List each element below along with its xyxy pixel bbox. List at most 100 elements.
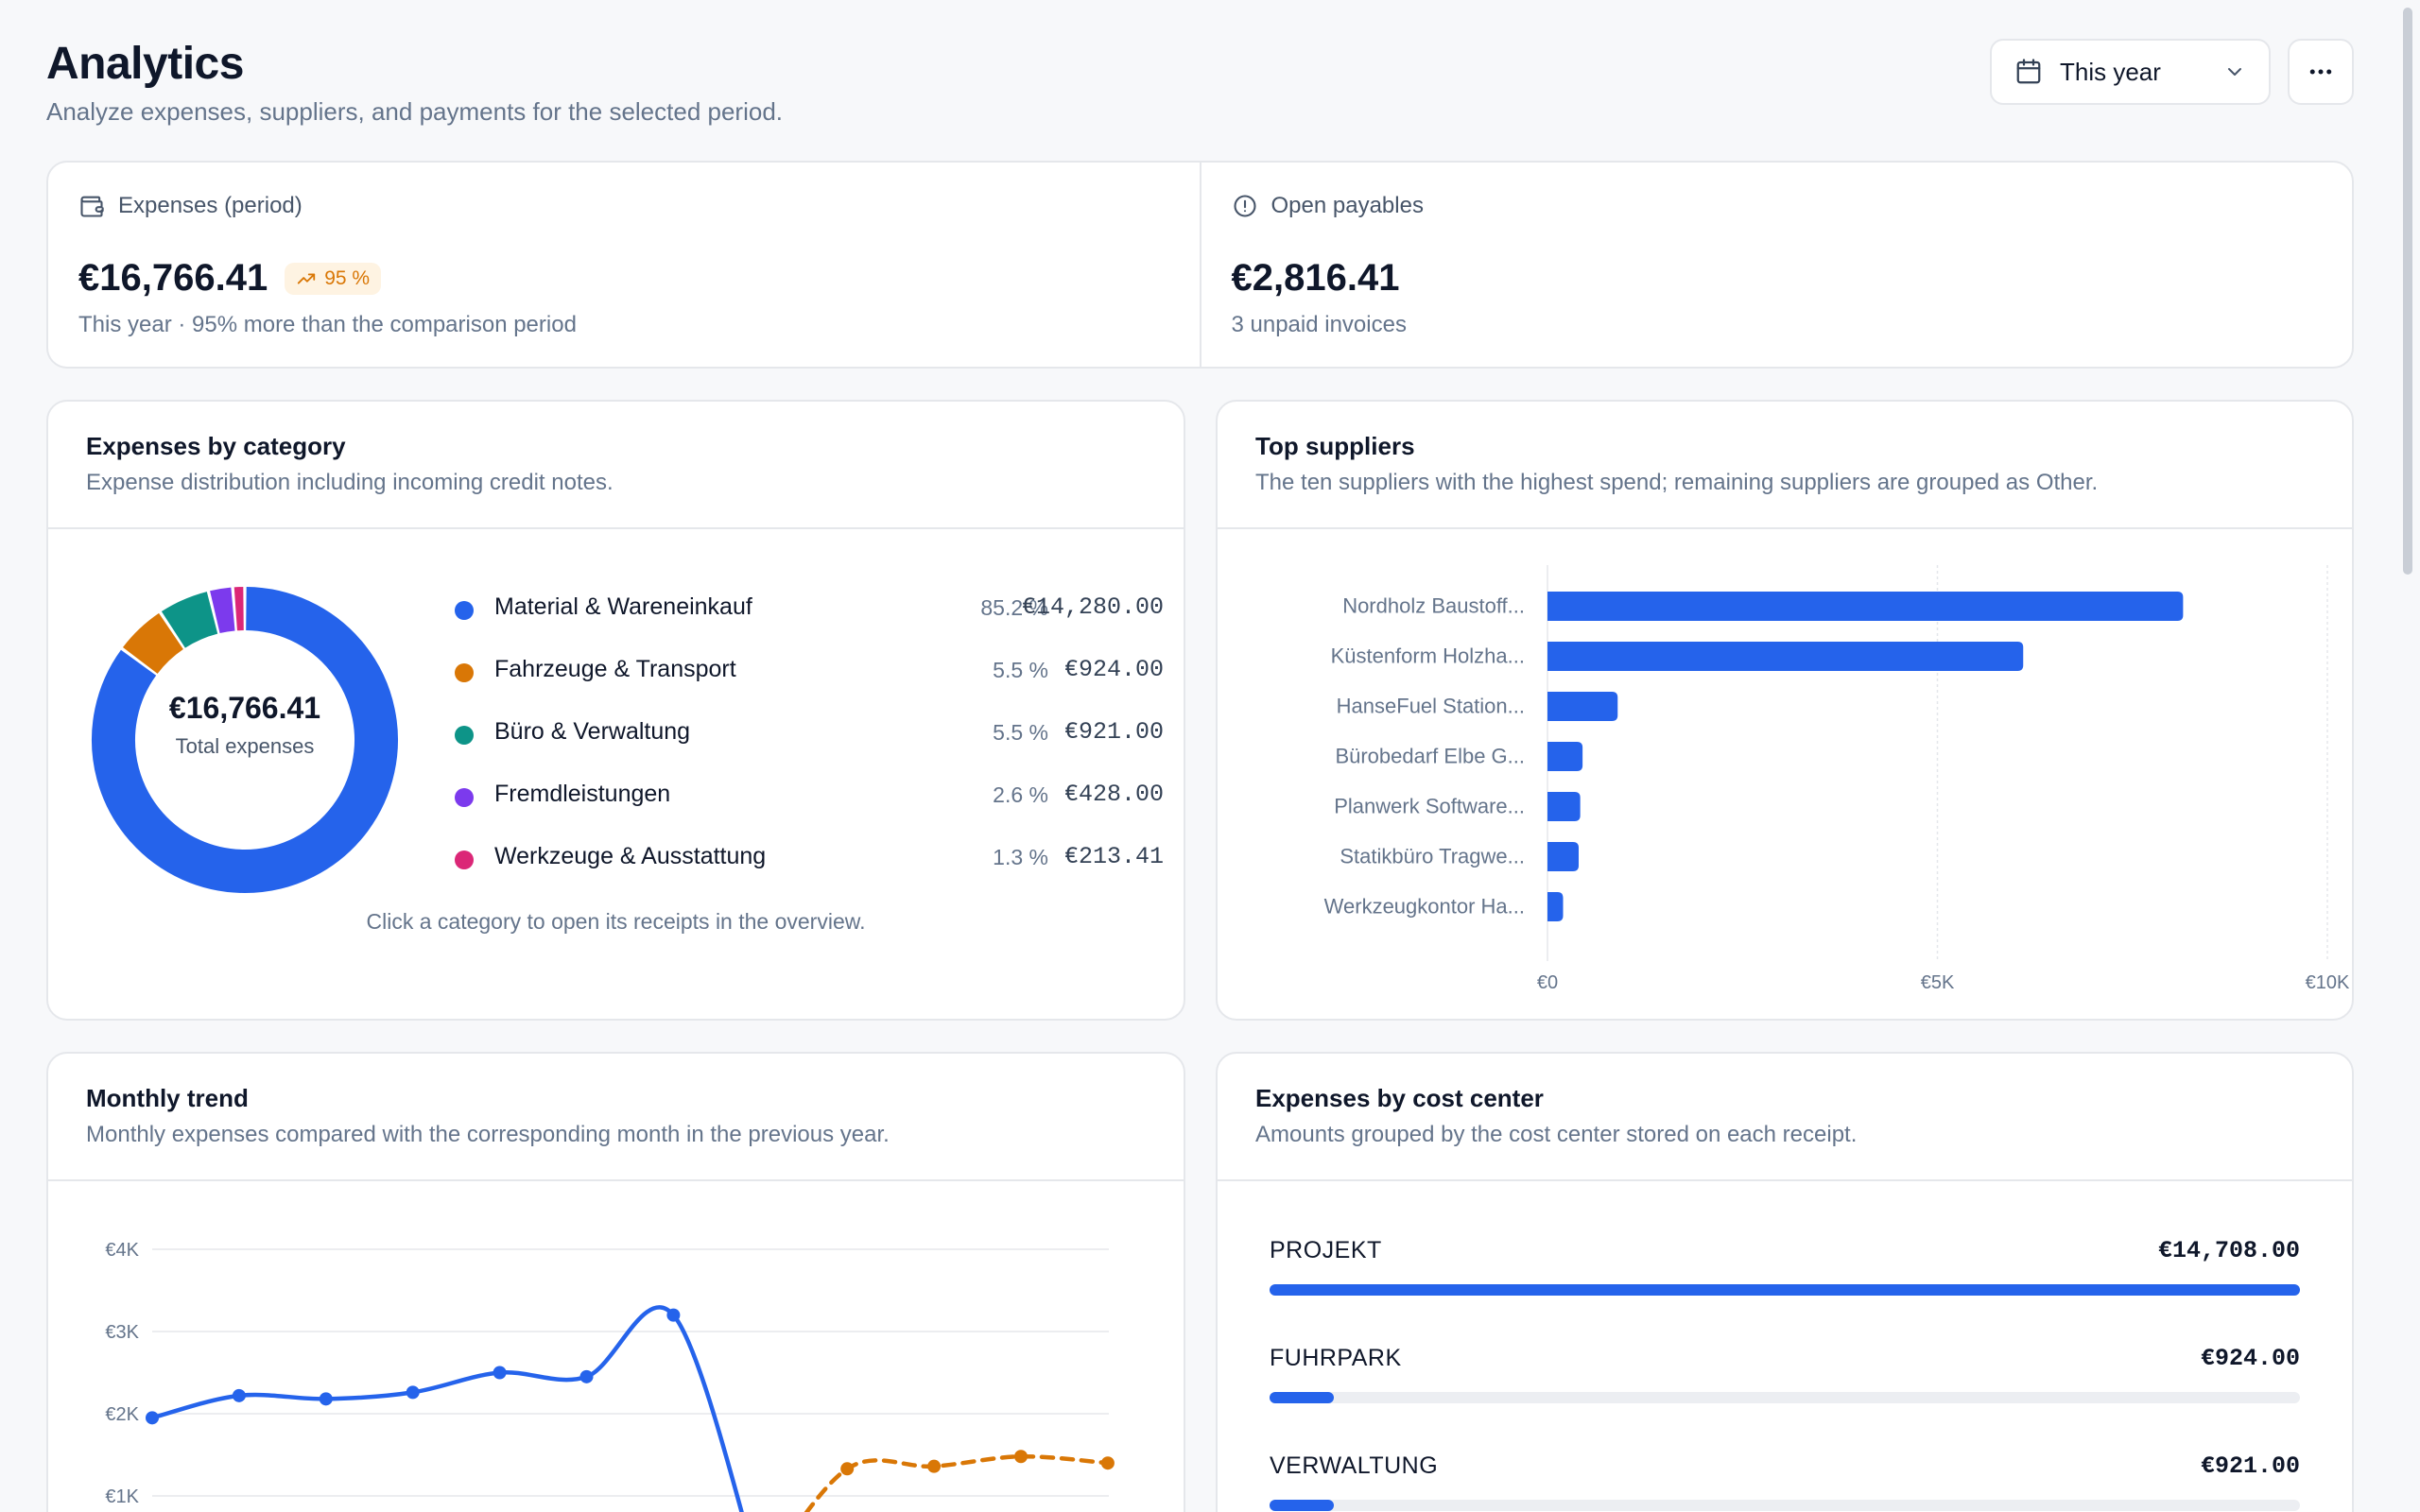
legend-item[interactable]: Fahrzeuge & Transport 5.5 % €924.00 bbox=[455, 648, 1164, 711]
legend-item[interactable]: Büro & Verwaltung 5.5 % €921.00 bbox=[455, 711, 1164, 773]
legend-name: Fremdleistungen bbox=[494, 781, 671, 807]
supplier-bar[interactable] bbox=[1547, 892, 1564, 921]
calendar-icon bbox=[2016, 59, 2041, 84]
cost-center-bar-fill bbox=[1270, 1284, 2300, 1296]
legend-item[interactable]: Material & Wareneinkauf 85.2 % €14,280.00 bbox=[455, 586, 1164, 648]
category-hint: Click a category to open its receipts in… bbox=[366, 909, 866, 934]
legend-color-dot bbox=[455, 663, 474, 682]
trend-badge-value: 95 % bbox=[324, 266, 371, 289]
kpi-payables: Open payables €2,816.41 3 unpaid invoice… bbox=[1199, 163, 2353, 367]
chevron-down-icon bbox=[2228, 68, 2241, 76]
trend-badge: 95 % bbox=[285, 262, 382, 295]
legend-percent: 5.5 % bbox=[993, 658, 1048, 682]
data-point[interactable] bbox=[579, 1369, 594, 1383]
donut-slice[interactable] bbox=[161, 592, 218, 649]
supplier-bar[interactable] bbox=[1547, 692, 1618, 721]
y-category-label: Werkzeugkontor Ha... bbox=[1324, 895, 1525, 919]
donut-center-value: €16,766.41 bbox=[168, 691, 321, 725]
category-donut-chart bbox=[92, 587, 398, 893]
donut-slice[interactable] bbox=[122, 612, 184, 675]
data-point[interactable] bbox=[666, 1308, 681, 1322]
data-point[interactable] bbox=[319, 1392, 333, 1406]
data-point[interactable] bbox=[232, 1388, 246, 1402]
monthly-trend-chart: €1K €2K €3K €4K bbox=[105, 1240, 1115, 1512]
category-card-description: Expense distribution including incoming … bbox=[86, 470, 614, 495]
x-tick-label: €0 bbox=[1537, 972, 1558, 993]
donut-slice[interactable] bbox=[92, 587, 398, 893]
legend-percent: 2.6 % bbox=[993, 782, 1048, 807]
legend-amount: €921.00 bbox=[1063, 718, 1164, 746]
previous-year-line bbox=[804, 1453, 1111, 1512]
data-point[interactable] bbox=[406, 1385, 420, 1400]
cost-center-row-fuhrpark[interactable]: FUHRPARK €924.00 bbox=[1270, 1345, 2300, 1439]
cost-center-amount: €14,708.00 bbox=[2157, 1237, 2300, 1264]
x-tick-label: €5K bbox=[1921, 972, 1955, 993]
trend-card-title: Monthly trend bbox=[86, 1084, 249, 1112]
wallet-icon bbox=[80, 196, 104, 217]
suppliers-card-title: Top suppliers bbox=[1255, 432, 1415, 460]
donut-center-label: Total expenses bbox=[175, 734, 315, 758]
suppliers-bar-chart: €0 €5K €10K Nordholz Baustoff... Küstenform … bbox=[1324, 565, 2350, 993]
page-title: Analytics bbox=[46, 39, 244, 89]
y-tick-label: €1K bbox=[105, 1486, 139, 1507]
supplier-bar[interactable] bbox=[1547, 742, 1583, 771]
cost-center-amount: €921.00 bbox=[2200, 1452, 2300, 1480]
cost-center-bar-track bbox=[1270, 1284, 2300, 1296]
cost-center-card: Expenses by cost center Amounts grouped … bbox=[1216, 1052, 2354, 1512]
legend-name: Material & Wareneinkauf bbox=[494, 593, 752, 620]
cost-center-row-verwaltung[interactable]: VERWALTUNG €921.00 bbox=[1270, 1452, 2300, 1512]
donut-slice[interactable] bbox=[210, 587, 235, 634]
y-category-label: HanseFuel Station... bbox=[1337, 695, 1525, 718]
legend-item[interactable]: Fremdleistungen 2.6 % €428.00 bbox=[455, 773, 1164, 835]
cost-center-name: PROJEKT bbox=[1270, 1237, 1382, 1263]
period-select[interactable]: This year bbox=[1990, 39, 2271, 105]
page-header: Analytics Analyze expenses, suppliers, a… bbox=[46, 0, 2354, 151]
kpi-expenses-note: This year · 95% more than the comparison… bbox=[78, 312, 577, 337]
more-options-button[interactable] bbox=[2288, 39, 2354, 105]
legend-name: Fahrzeuge & Transport bbox=[494, 656, 736, 682]
y-category-label: Statikbüro Tragwe... bbox=[1340, 845, 1525, 868]
analytics-page: Analytics Analyze expenses, suppliers, a… bbox=[46, 0, 2354, 1512]
category-legend: Material & Wareneinkauf 85.2 % €14,280.00 F… bbox=[455, 586, 1164, 898]
suppliers-card: Top suppliers The ten suppliers with the… bbox=[1216, 400, 2354, 1021]
y-tick-label: €2K bbox=[105, 1404, 139, 1425]
supplier-bar[interactable] bbox=[1547, 842, 1579, 871]
data-point[interactable] bbox=[1014, 1450, 1028, 1464]
period-select-value: This year bbox=[2060, 57, 2161, 86]
suppliers-card-description: The ten suppliers with the highest spend… bbox=[1255, 470, 2099, 495]
page-scrollbar[interactable] bbox=[2397, 0, 2420, 1512]
cost-center-card-title: Expenses by cost center bbox=[1255, 1084, 1544, 1112]
data-point[interactable] bbox=[493, 1366, 507, 1380]
cost-center-row-projekt[interactable]: PROJEKT €14,708.00 bbox=[1270, 1237, 2300, 1332]
trend-up-icon bbox=[298, 273, 316, 284]
cost-center-bar-fill bbox=[1270, 1500, 1335, 1511]
legend-percent: 5.5 % bbox=[993, 720, 1048, 745]
x-tick-label: €10K bbox=[2306, 972, 2350, 993]
cost-center-amount: €924.00 bbox=[2200, 1345, 2300, 1372]
cost-center-name: FUHRPARK bbox=[1270, 1345, 1402, 1371]
category-card-title: Expenses by category bbox=[86, 432, 346, 460]
supplier-bar[interactable] bbox=[1547, 642, 2024, 671]
legend-amount: €213.41 bbox=[1063, 843, 1164, 870]
scrollbar-thumb[interactable] bbox=[2403, 8, 2412, 575]
data-point[interactable] bbox=[146, 1411, 159, 1425]
legend-amount: €428.00 bbox=[1063, 781, 1164, 808]
y-tick-label: €4K bbox=[105, 1240, 139, 1261]
trend-card: Monthly trend Monthly expenses compared … bbox=[46, 1052, 1185, 1512]
legend-color-dot bbox=[455, 850, 474, 869]
y-category-label: Bürobedarf Elbe G... bbox=[1335, 745, 1525, 768]
cost-center-bar-fill bbox=[1270, 1392, 1335, 1403]
legend-percent: 85.2 % bbox=[980, 595, 1048, 620]
data-point[interactable] bbox=[840, 1462, 855, 1476]
more-horizontal-icon bbox=[2309, 69, 2332, 75]
data-point[interactable] bbox=[1100, 1456, 1115, 1470]
cost-center-card-description: Amounts grouped by the cost center store… bbox=[1255, 1122, 1858, 1147]
legend-item[interactable]: Werkzeuge & Ausstattung 1.3 % €213.41 bbox=[455, 835, 1164, 898]
data-point[interactable] bbox=[927, 1459, 942, 1473]
kpi-payables-value: €2,816.41 bbox=[1231, 257, 1400, 299]
supplier-bar[interactable] bbox=[1547, 792, 1581, 821]
cost-center-name: VERWALTUNG bbox=[1270, 1452, 1439, 1479]
supplier-bar[interactable] bbox=[1547, 592, 2184, 621]
legend-color-dot bbox=[455, 726, 474, 745]
kpi-expenses-value: €16,766.41 bbox=[78, 257, 268, 299]
